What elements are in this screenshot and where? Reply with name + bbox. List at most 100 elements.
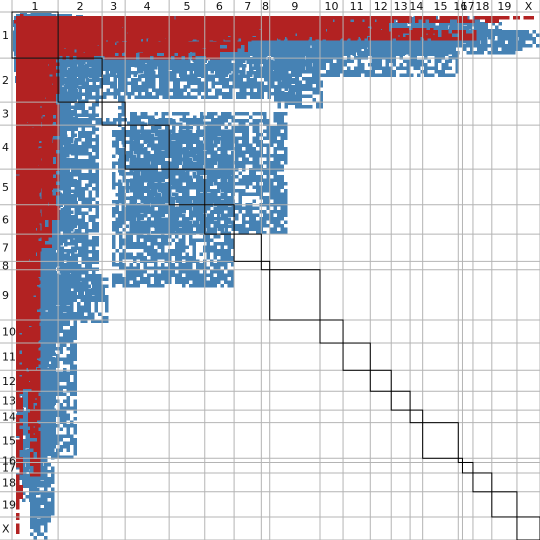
blue-cell [277,224,281,228]
blue-cell [158,140,162,144]
blue-cell [147,144,151,148]
blue-cell [158,175,162,179]
blue-cell [126,130,130,134]
blue-cell [172,210,176,214]
blue-cell [277,175,281,179]
blue-cell [165,126,169,130]
blue-cell [122,103,126,107]
blue-cell [207,176,211,180]
blue-cell [193,165,197,169]
blue-cell [207,246,211,250]
blue-cell [270,214,274,218]
blue-cell [151,147,155,151]
blue-cell [179,224,183,228]
blue-cell [155,144,159,148]
blue-cell [151,126,155,130]
blue-cell [158,277,162,281]
blue-cell [274,126,278,130]
blue-cell [126,218,130,222]
blue-cell [228,147,232,151]
blue-cell [158,256,162,260]
blue-cell [217,197,221,201]
blue-cell [224,249,228,253]
blue-cell [256,151,260,155]
blue-cell [217,235,221,239]
blue-cell [284,151,288,155]
blue-cell [141,186,145,190]
blue-cell [119,246,123,250]
blue-cell [210,200,214,204]
blue-cell [179,182,183,186]
blue-cell [228,218,232,222]
blue-cell [158,210,162,214]
blue-cell [147,274,151,278]
blue-cell [176,161,180,165]
blue-cell [221,224,225,228]
blue-cell [221,274,225,278]
blue-cell [281,200,285,204]
blue-cell [151,161,155,165]
blue-cell [112,274,116,278]
blue-cell [256,224,260,228]
blue-cell [196,274,200,278]
blue-cell [217,148,221,152]
blue-cell [133,165,137,169]
blue-cell [118,162,122,166]
blue-cell [210,148,214,152]
blue-cell [116,225,120,229]
blue-cell [239,126,243,130]
blue-cell [214,179,218,183]
blue-cell [141,130,145,134]
blue-cell [137,189,141,193]
blue-cell [172,182,176,186]
blue-cell [116,141,120,145]
blue-cell [197,217,201,221]
blue-cell [207,242,211,246]
blue-cell [221,214,225,218]
blue-cell [137,151,141,155]
blue-cell [112,253,116,257]
blue-cell [316,88,320,92]
blue-cell [130,165,134,169]
blue-cell [228,239,232,243]
blue-cell [165,133,169,137]
blue-cell [277,119,281,123]
blue-cell [112,200,116,204]
blue-cell [302,88,306,92]
blue-cell [88,299,92,303]
blue-cell [196,141,200,145]
blue-cell [256,168,260,172]
blue-cell [186,148,190,152]
blue-cell [256,179,260,183]
blue-cell [158,200,162,204]
blue-cell [137,154,141,158]
blue-cell [189,239,193,243]
blue-cell [172,239,176,243]
blue-cell [281,228,285,232]
blue-cell [165,274,169,278]
blue-cell [218,228,222,232]
blue-cell [211,217,215,221]
blue-cell [165,165,169,169]
blue-cell [183,189,187,193]
blue-cell [196,155,200,159]
blue-cell [270,193,274,197]
blue-cell [281,182,285,186]
blue-cell [133,221,137,225]
blue-cell [172,217,176,221]
blue-cell [218,126,222,130]
blue-cell [207,284,211,288]
blue-cell [210,274,214,278]
blue-cell [175,242,179,246]
blue-cell [277,154,281,158]
blue-cell [270,137,274,141]
blue-cell [200,155,204,159]
blue-cell [140,228,144,232]
blue-cell [122,113,126,117]
blue-cell [270,165,274,169]
blue-cell [186,182,190,186]
blue-cell [228,165,232,169]
blue-cell [242,228,246,232]
blue-cell [137,141,141,145]
blue-cell [112,281,116,285]
